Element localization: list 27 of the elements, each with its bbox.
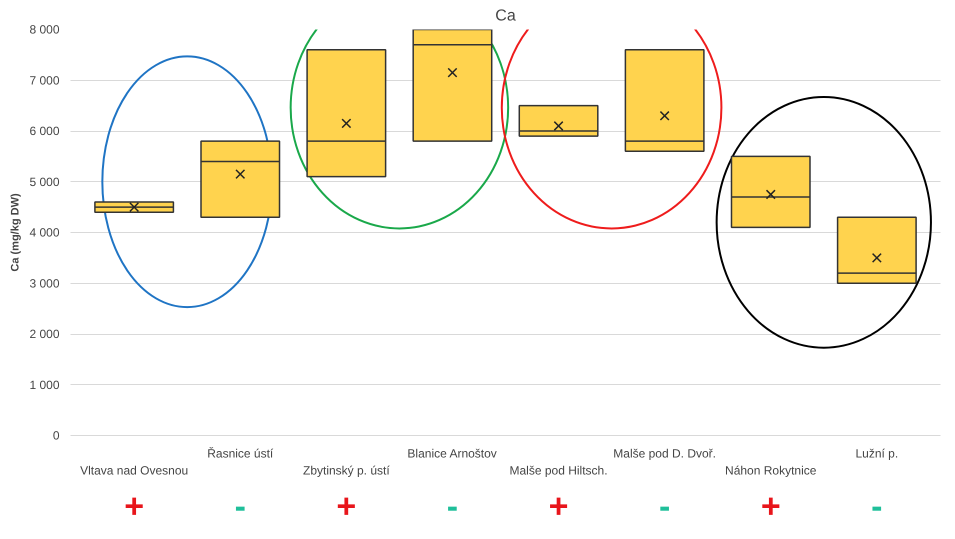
text: + xyxy=(548,488,568,526)
x-tick-label: Malše pod D. Dvoř. xyxy=(613,446,716,460)
y-tick-label: 5 000 xyxy=(29,174,60,189)
text: - xyxy=(446,488,458,526)
text: + xyxy=(336,488,356,526)
text: - xyxy=(234,488,246,526)
y-tick-label: 2 000 xyxy=(29,327,60,341)
x-tick-label: Vltava nad Ovesnou xyxy=(80,463,188,478)
text: + xyxy=(124,488,144,526)
y-tick-label: 0 xyxy=(52,428,60,442)
chart-title: Ca xyxy=(495,8,516,24)
x-tick-label: Blanice Arnoštov xyxy=(407,446,497,460)
x-tick-label: Malše pod Hiltsch. xyxy=(510,463,608,478)
x-tick-label: Lužní p. xyxy=(855,446,898,460)
y-tick-label: 7 000 xyxy=(29,73,60,88)
text: - xyxy=(658,488,670,526)
text: - xyxy=(871,488,883,526)
x-tick-label: Řasnice ústí xyxy=(207,446,274,460)
y-tick-label: 3 000 xyxy=(29,276,60,290)
x-tick-label: Náhon Rokytnice xyxy=(725,463,817,478)
x-tick-label: Zbytinský p. ústí xyxy=(303,463,390,478)
y-tick-label: 8 000 xyxy=(29,22,60,36)
y-axis-title: Ca (mg/kg DW) xyxy=(9,193,22,272)
y-tick-label: 6 000 xyxy=(29,124,60,138)
y-tick-label: 1 000 xyxy=(29,378,60,392)
text: + xyxy=(760,488,781,526)
y-tick-label: 4 000 xyxy=(29,226,60,240)
